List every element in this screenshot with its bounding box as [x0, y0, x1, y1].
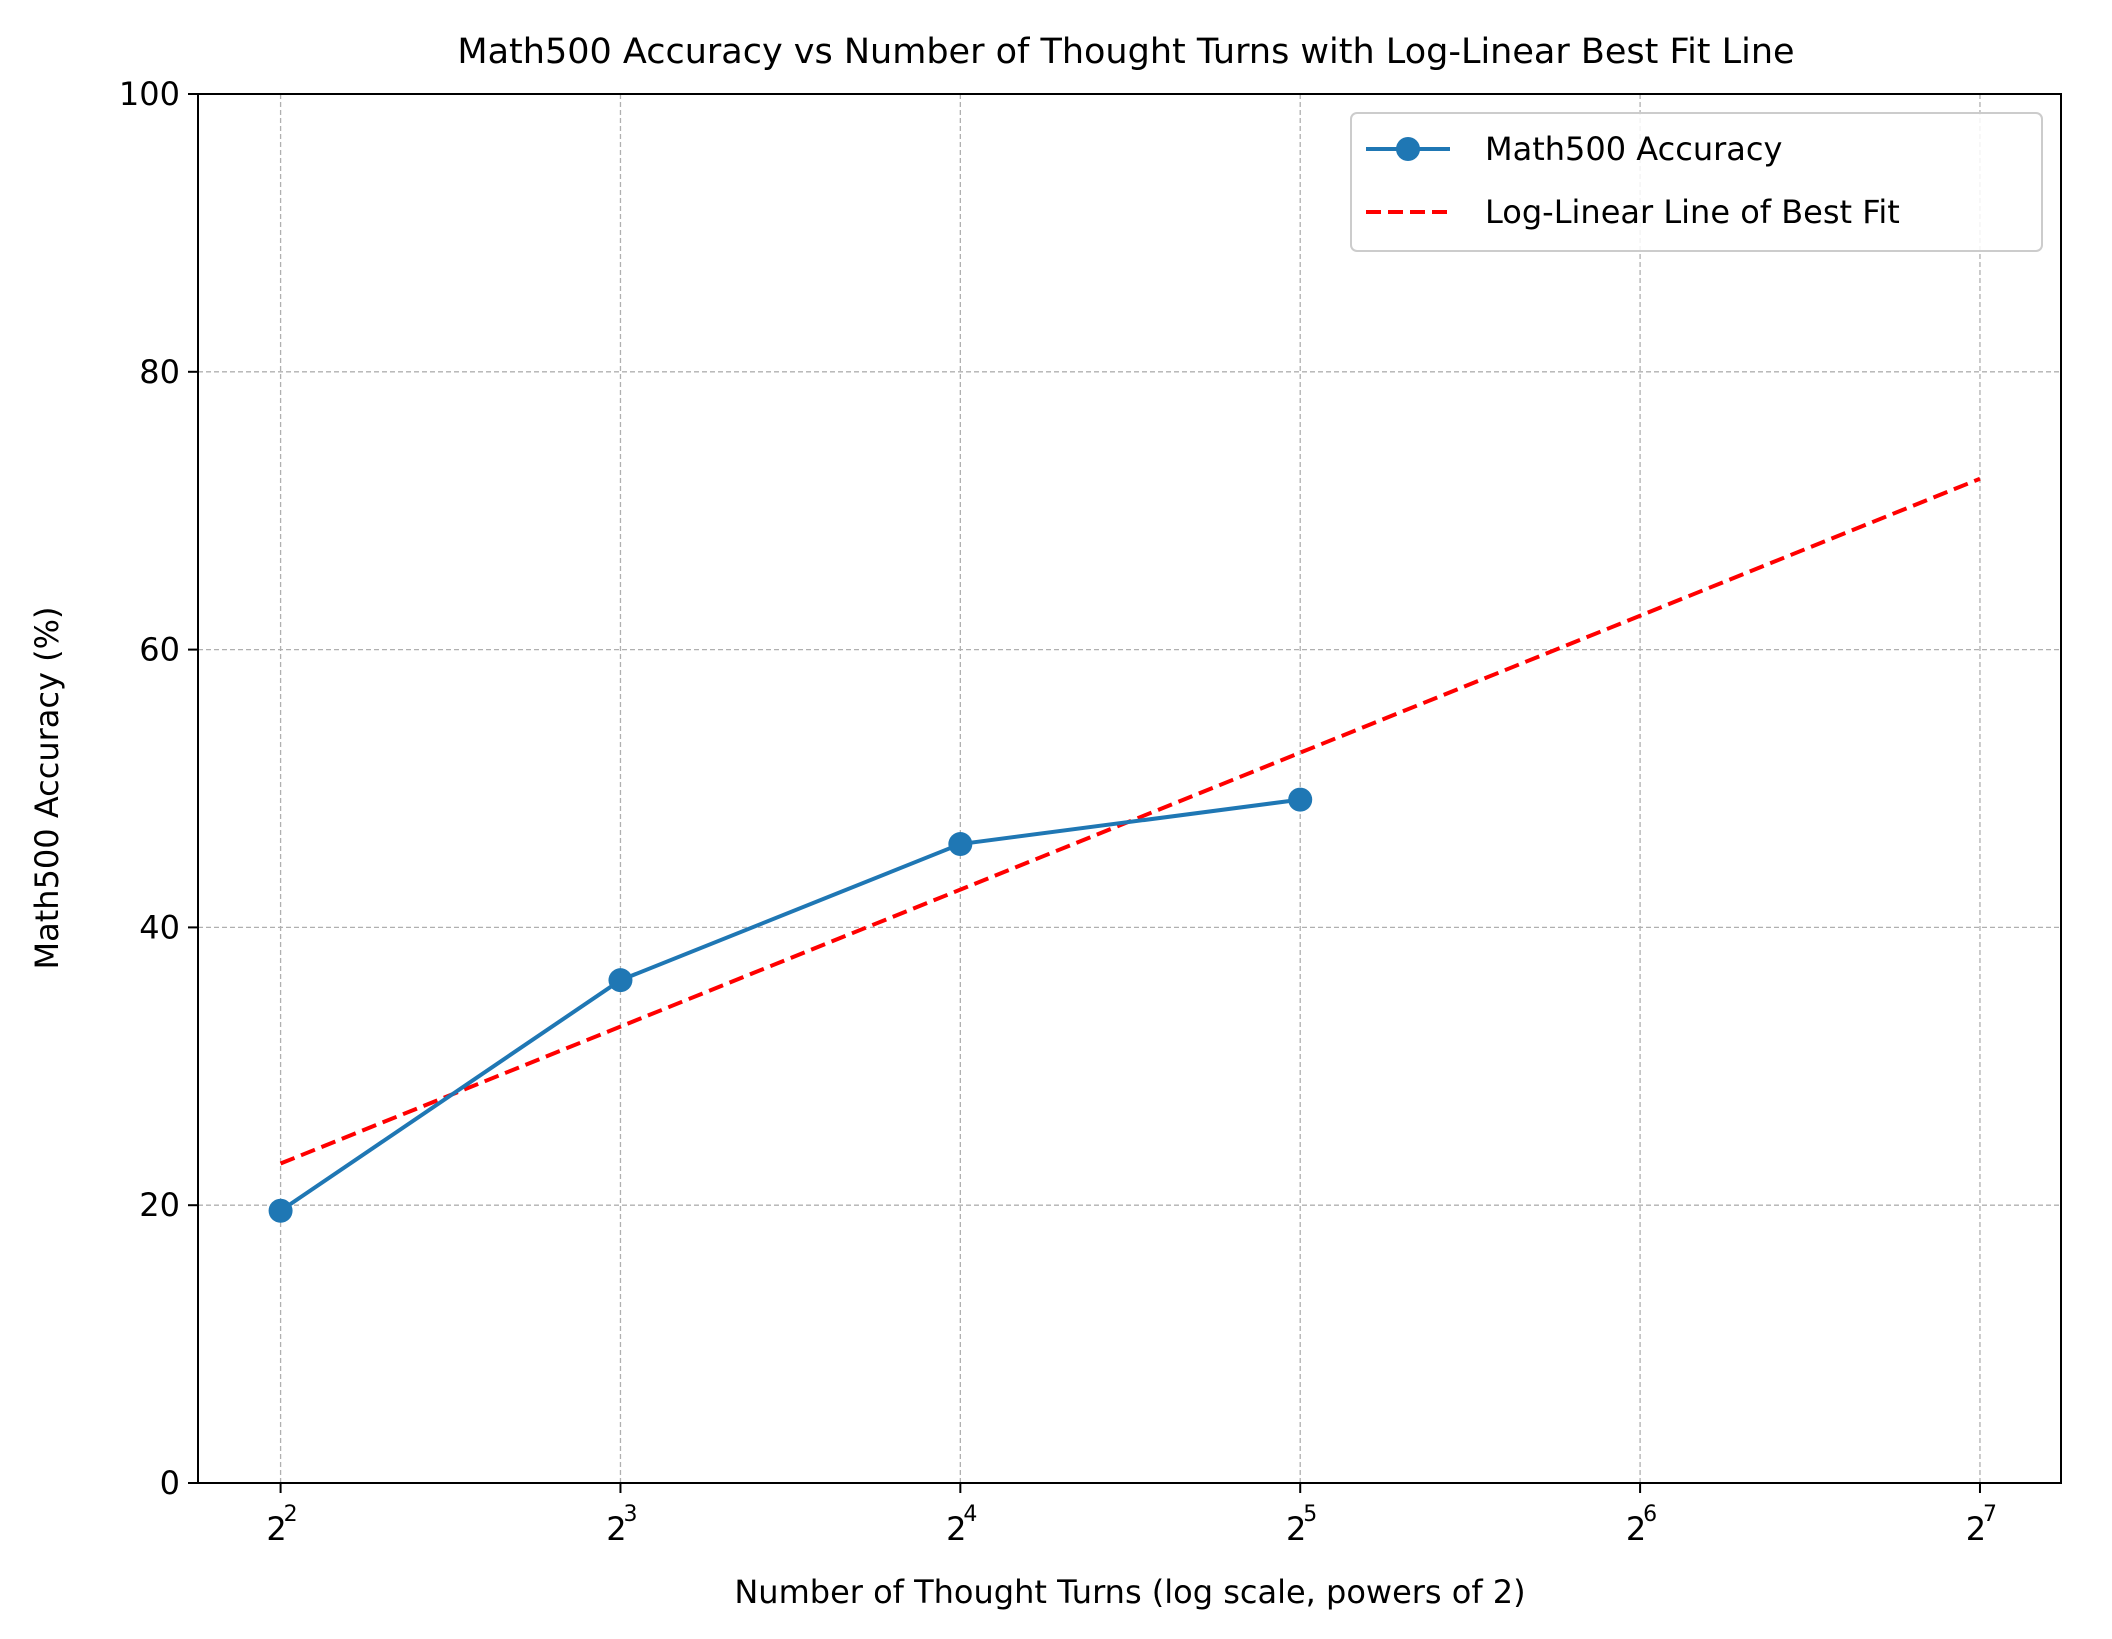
- x-tick-label: 2: [1286, 1510, 1306, 1548]
- legend-label-math500-accuracy: Math500 Accuracy: [1485, 130, 1782, 168]
- legend-label-best-fit: Log-Linear Line of Best Fit: [1485, 193, 1900, 231]
- x-tick-label-exponent: 5: [1303, 1502, 1317, 1527]
- y-tick-label: 100: [119, 75, 180, 113]
- x-axis-ticks: 22 23 24 25 26 27: [266, 1483, 1997, 1548]
- x-tick-label-exponent: 7: [1983, 1502, 1997, 1527]
- x-axis-label: Number of Thought Turns (log scale, powe…: [734, 1573, 1525, 1611]
- plot-area-frame: [197, 93, 2062, 1484]
- y-tick-label: 0: [160, 1464, 180, 1502]
- y-tick-label: 20: [139, 1186, 180, 1224]
- y-tick-label: 80: [139, 353, 180, 391]
- y-tick-label: 60: [139, 631, 180, 669]
- x-tick-label: 2: [1966, 1510, 1986, 1548]
- data-point-marker: [608, 968, 633, 993]
- y-axis-label: Math500 Accuracy (%): [28, 607, 66, 970]
- legend: Math500 Accuracy Log-Linear Line of Best…: [1350, 112, 2043, 252]
- data-point-marker: [948, 832, 973, 857]
- x-tick-label: 2: [606, 1510, 626, 1548]
- x-tick-label-exponent: 3: [623, 1502, 637, 1527]
- data-point-marker: [268, 1198, 293, 1223]
- y-tick-label: 40: [139, 908, 180, 946]
- x-tick-label: 2: [266, 1510, 286, 1548]
- series-line-math500-accuracy: [279, 797, 1301, 1213]
- grid: [198, 94, 2061, 1483]
- series-layer: [268, 476, 1981, 1223]
- chart-title: Math500 Accuracy vs Number of Thought Tu…: [457, 32, 1794, 72]
- x-tick-label-exponent: 2: [284, 1502, 298, 1527]
- x-tick-label-exponent: 6: [1643, 1502, 1657, 1527]
- x-tick-label-exponent: 4: [963, 1502, 977, 1527]
- x-tick-label: 2: [946, 1510, 966, 1548]
- x-tick-label: 2: [1626, 1510, 1646, 1548]
- data-point-marker: [1288, 787, 1313, 812]
- y-axis-ticks: 0 20 40 60 80 100: [119, 75, 198, 1502]
- legend-marker-math500-accuracy: [1396, 137, 1420, 161]
- legend-box: [1350, 112, 2043, 252]
